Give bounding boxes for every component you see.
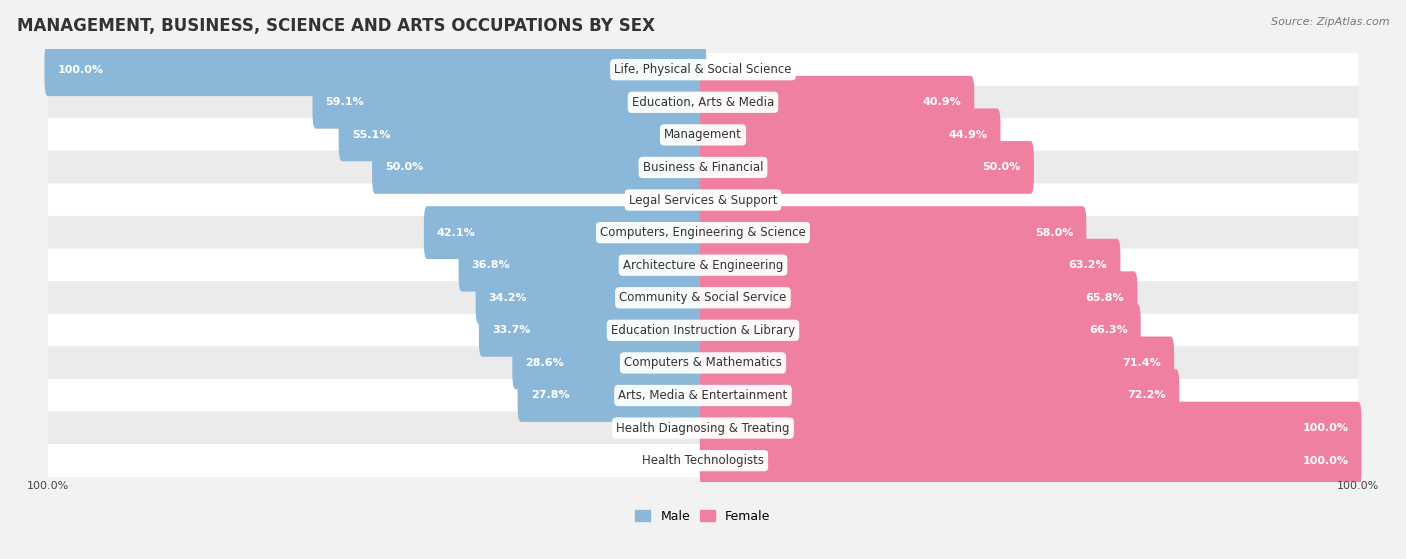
Text: 100.0%: 100.0%: [27, 481, 69, 491]
FancyBboxPatch shape: [48, 216, 1358, 249]
FancyBboxPatch shape: [700, 434, 1361, 487]
FancyBboxPatch shape: [700, 304, 1140, 357]
Text: 63.2%: 63.2%: [1069, 260, 1108, 270]
Text: 100.0%: 100.0%: [1302, 456, 1348, 466]
FancyBboxPatch shape: [423, 206, 706, 259]
Text: 40.9%: 40.9%: [922, 97, 962, 107]
Text: 44.9%: 44.9%: [949, 130, 987, 140]
Text: MANAGEMENT, BUSINESS, SCIENCE AND ARTS OCCUPATIONS BY SEX: MANAGEMENT, BUSINESS, SCIENCE AND ARTS O…: [17, 17, 655, 35]
Text: Computers, Engineering & Science: Computers, Engineering & Science: [600, 226, 806, 239]
FancyBboxPatch shape: [458, 239, 706, 292]
FancyBboxPatch shape: [48, 281, 1358, 314]
Text: Business & Financial: Business & Financial: [643, 161, 763, 174]
FancyBboxPatch shape: [48, 444, 1358, 477]
Text: Health Technologists: Health Technologists: [643, 454, 763, 467]
Text: 28.6%: 28.6%: [526, 358, 564, 368]
Text: Source: ZipAtlas.com: Source: ZipAtlas.com: [1271, 17, 1389, 27]
FancyBboxPatch shape: [45, 44, 706, 96]
FancyBboxPatch shape: [700, 108, 1001, 161]
Text: Management: Management: [664, 129, 742, 141]
FancyBboxPatch shape: [700, 271, 1137, 324]
Text: Legal Services & Support: Legal Services & Support: [628, 193, 778, 206]
Text: 55.1%: 55.1%: [352, 130, 391, 140]
Text: 72.2%: 72.2%: [1128, 391, 1166, 400]
Text: 65.8%: 65.8%: [1085, 293, 1125, 303]
FancyBboxPatch shape: [48, 411, 1358, 445]
Text: 100.0%: 100.0%: [1337, 481, 1379, 491]
Text: 71.4%: 71.4%: [1122, 358, 1161, 368]
FancyBboxPatch shape: [479, 304, 706, 357]
Text: Arts, Media & Entertainment: Arts, Media & Entertainment: [619, 389, 787, 402]
Text: 50.0%: 50.0%: [983, 163, 1021, 172]
Text: 100.0%: 100.0%: [1302, 423, 1348, 433]
FancyBboxPatch shape: [312, 76, 706, 129]
FancyBboxPatch shape: [48, 347, 1358, 380]
Text: 0.0%: 0.0%: [668, 456, 696, 466]
Text: 0.0%: 0.0%: [668, 195, 696, 205]
FancyBboxPatch shape: [700, 369, 1180, 422]
FancyBboxPatch shape: [700, 337, 1174, 389]
Text: 36.8%: 36.8%: [471, 260, 510, 270]
Text: 50.0%: 50.0%: [385, 163, 423, 172]
Text: 42.1%: 42.1%: [437, 228, 475, 238]
FancyBboxPatch shape: [48, 151, 1358, 184]
FancyBboxPatch shape: [373, 141, 706, 194]
Text: 58.0%: 58.0%: [1035, 228, 1073, 238]
FancyBboxPatch shape: [512, 337, 706, 389]
FancyBboxPatch shape: [48, 379, 1358, 412]
FancyBboxPatch shape: [700, 76, 974, 129]
Text: 33.7%: 33.7%: [492, 325, 530, 335]
FancyBboxPatch shape: [475, 271, 706, 324]
FancyBboxPatch shape: [48, 86, 1358, 119]
Text: 100.0%: 100.0%: [58, 65, 104, 75]
Text: Education, Arts & Media: Education, Arts & Media: [631, 96, 775, 109]
FancyBboxPatch shape: [48, 53, 1358, 86]
FancyBboxPatch shape: [48, 249, 1358, 282]
Text: 27.8%: 27.8%: [530, 391, 569, 400]
Text: 0.0%: 0.0%: [710, 195, 738, 205]
Text: 34.2%: 34.2%: [489, 293, 527, 303]
FancyBboxPatch shape: [700, 239, 1121, 292]
Text: Life, Physical & Social Science: Life, Physical & Social Science: [614, 63, 792, 76]
FancyBboxPatch shape: [700, 402, 1361, 454]
Text: 0.0%: 0.0%: [668, 423, 696, 433]
FancyBboxPatch shape: [339, 108, 706, 161]
Text: 0.0%: 0.0%: [710, 65, 738, 75]
Text: 66.3%: 66.3%: [1088, 325, 1128, 335]
FancyBboxPatch shape: [48, 183, 1358, 217]
FancyBboxPatch shape: [700, 206, 1087, 259]
Text: Architecture & Engineering: Architecture & Engineering: [623, 259, 783, 272]
Text: Health Diagnosing & Treating: Health Diagnosing & Treating: [616, 421, 790, 434]
Text: Education Instruction & Library: Education Instruction & Library: [612, 324, 794, 337]
Text: 59.1%: 59.1%: [326, 97, 364, 107]
FancyBboxPatch shape: [48, 119, 1358, 151]
Text: Computers & Mathematics: Computers & Mathematics: [624, 357, 782, 369]
Text: Community & Social Service: Community & Social Service: [619, 291, 787, 304]
FancyBboxPatch shape: [517, 369, 706, 422]
Legend: Male, Female: Male, Female: [630, 505, 776, 528]
FancyBboxPatch shape: [48, 314, 1358, 347]
FancyBboxPatch shape: [700, 141, 1033, 194]
